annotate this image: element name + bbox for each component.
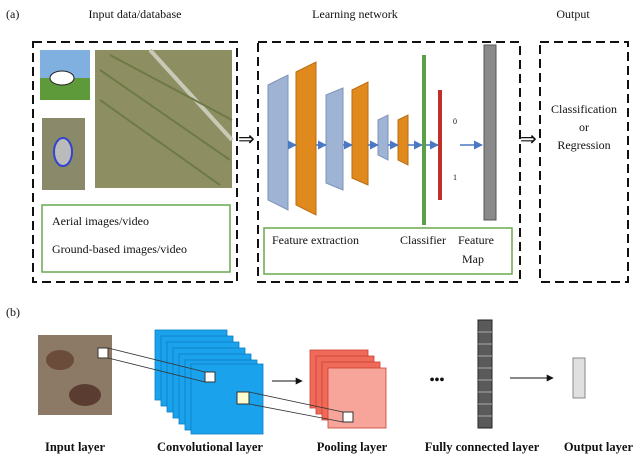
panel-label: (b) [6,305,20,319]
network-label: Feature extraction [272,233,359,247]
layer-label: Fully connected layer [425,440,540,454]
fc-layer [478,320,492,428]
layer [268,75,288,210]
output-text: Classification [551,102,617,116]
network-label: Classifier [400,233,446,247]
diagram: (a) Input data/database Learning network… [0,0,635,462]
feature-map-bar [484,45,496,220]
fc-bar [478,320,492,428]
filter-window [343,412,353,422]
filter-window [205,372,215,382]
panel-label: (a) [6,7,19,21]
input-image-blob [69,384,101,406]
output-text: Regression [557,138,610,152]
caption: Ground-based images/video [52,242,187,256]
output-layer-bar [573,358,585,398]
pooled-map [328,368,386,428]
class-label: 0 [453,117,457,126]
output-bar [438,90,442,200]
feature-map [191,364,263,434]
layer [352,82,368,185]
layer [398,115,408,165]
class-label: 1 [453,173,457,182]
layer-label: Convolutional layer [157,440,263,454]
layer-label: Input layer [45,440,106,454]
header: Learning network [312,7,398,21]
filter-window [237,392,249,404]
arrow: ⇒ [520,129,537,151]
filter-window [98,348,108,358]
network-label: Feature [458,233,494,247]
ground-target [54,138,72,166]
layer-label: Pooling layer [317,440,388,454]
layer [296,62,316,215]
header: Output [556,7,590,21]
classifier-bar [422,55,426,225]
network-label: Map [462,252,484,266]
caption: Aerial images/video [52,214,149,228]
layer [326,88,343,190]
input-image-blob [46,350,74,370]
arrow: ⇒ [238,129,255,151]
output-text: or [579,120,589,134]
layer [378,115,388,160]
header: Input data/database [89,7,182,21]
page: (a) Input data/database Learning network… [0,0,635,462]
output-box [540,42,628,282]
layer-label: Output layer [564,440,634,454]
cow [50,71,74,85]
ellipsis: ••• [430,373,445,388]
